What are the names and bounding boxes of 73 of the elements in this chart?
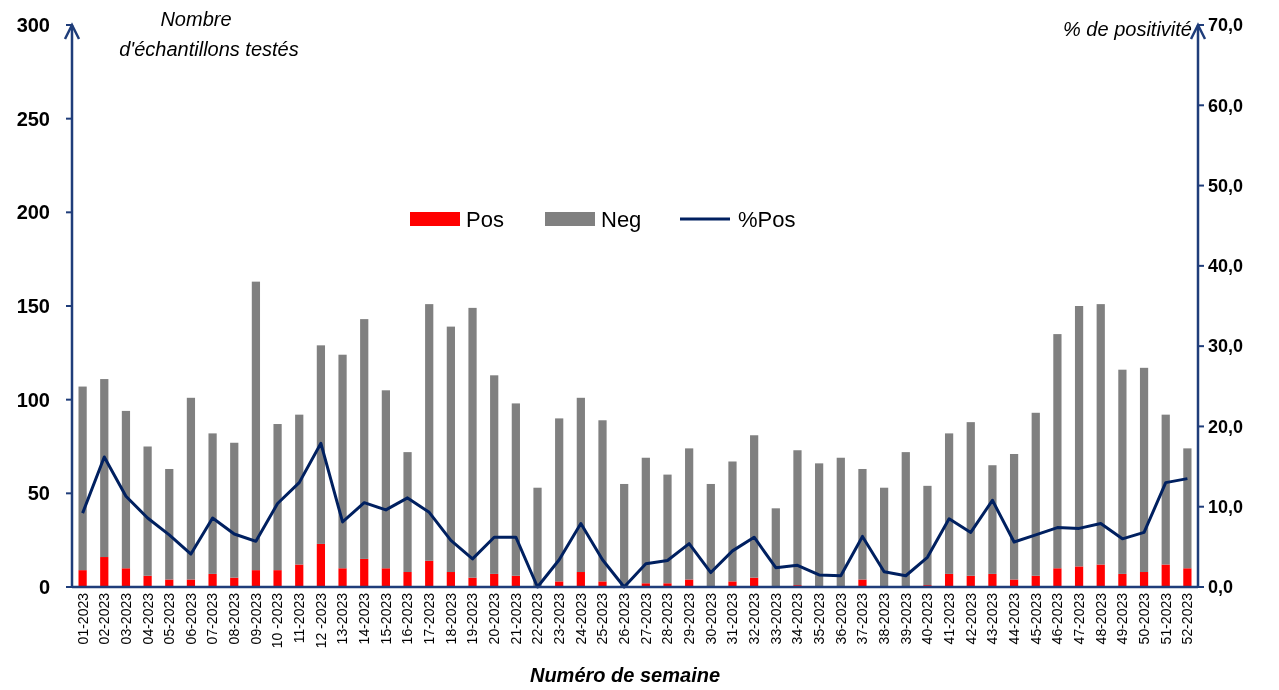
y2-tick-label: 40,0 — [1208, 256, 1244, 277]
y-tick-label: 150 — [16, 295, 50, 317]
y-tick-label: 300 — [16, 14, 50, 36]
x-tick-label: 01-2023 — [74, 592, 91, 645]
x-tick-label: 07-2023 — [204, 592, 221, 645]
x-tick-label: 48-2023 — [1092, 592, 1109, 645]
x-tick-label: 52-2023 — [1179, 592, 1196, 645]
x-tick-label: 25-2023 — [594, 592, 611, 645]
x-tick-label: 15-2023 — [377, 592, 394, 645]
x-tick-label: 24-2023 — [572, 592, 589, 645]
x-tick-label: 19-2023 — [464, 592, 481, 645]
x-axis-title: Numéro de semaine — [529, 664, 721, 686]
y2-tick-label: 60,0 — [1208, 95, 1244, 116]
y2-tick-label: 70,0 — [1208, 15, 1244, 36]
y-tick-label: 0 — [38, 576, 50, 598]
y2-tick-label: 30,0 — [1208, 336, 1244, 357]
x-tick-label: 45-2023 — [1027, 592, 1044, 645]
x-tick-label: 32-2023 — [746, 592, 763, 645]
y2-axis-title: % de positivité — [1063, 18, 1192, 40]
x-tick-label: 39-2023 — [897, 592, 914, 645]
x-tick-label: 03-2023 — [117, 592, 134, 645]
y2-tick-label: 0,0 — [1208, 577, 1234, 598]
x-tick-label: 30-2023 — [702, 592, 719, 645]
y2-tick-label: 20,0 — [1208, 416, 1244, 437]
x-tick-label: 51-2023 — [1157, 592, 1174, 645]
x-tick-label: 20-2023 — [486, 592, 503, 645]
x-tick-label: 44-2023 — [1005, 592, 1022, 645]
x-tick-label: 18-2023 — [442, 592, 459, 645]
x-tick-label: 22-2023 — [529, 592, 546, 645]
x-tick-label: 26-2023 — [616, 592, 633, 645]
legend-label: Neg — [601, 207, 642, 232]
x-tick-label: 50-2023 — [1135, 592, 1152, 645]
x-tick-label: 13-2023 — [334, 592, 351, 645]
x-tick-label: 17-2023 — [421, 592, 438, 645]
y-axis-title: Nombre d'échantillons testés — [119, 8, 299, 60]
x-tick-label: 27-2023 — [637, 592, 654, 645]
y-tick-label: 100 — [16, 388, 50, 411]
x-tick-label: 02-2023 — [96, 592, 113, 645]
x-tick-label: 34-2023 — [789, 592, 806, 645]
x-tick-label: 23-2023 — [551, 592, 568, 645]
x-tick-label: 37-2023 — [854, 592, 871, 645]
x-tick-label: 14-2023 — [356, 592, 373, 645]
y-tick-label: 50 — [27, 482, 50, 505]
x-tick-label: 46-2023 — [1049, 592, 1066, 645]
y-tick-label: 200 — [16, 201, 50, 224]
x-tick-label: 06-2023 — [182, 592, 199, 645]
x-tick-label: 05-2023 — [161, 592, 178, 645]
x-tick-label: 04-2023 — [139, 592, 156, 645]
x-tick-label: 28-2023 — [659, 592, 676, 645]
x-tick-label: 08-2023 — [226, 592, 243, 645]
x-tick-label: 49-2023 — [1114, 592, 1131, 645]
x-tick-label: 40-2023 — [919, 592, 936, 645]
x-tick-label: 33-2023 — [767, 592, 784, 645]
x-tick-label: 35-2023 — [811, 592, 828, 645]
x-tick-label: 16-2023 — [399, 592, 416, 645]
legend-label: Pos — [466, 207, 504, 232]
x-tick-label: 42-2023 — [962, 592, 979, 645]
x-tick-label: 36-2023 — [832, 592, 849, 645]
y2-tick-label: 50,0 — [1208, 175, 1244, 196]
y-tick-label: 250 — [16, 107, 50, 130]
y2-tick-label: 10,0 — [1208, 497, 1244, 518]
x-tick-label: 47-2023 — [1070, 592, 1087, 645]
x-tick-label: 12 -2023 — [312, 592, 329, 649]
x-tick-label: 31-2023 — [724, 592, 741, 645]
x-tick-label: 21-2023 — [507, 592, 524, 645]
x-tick-label: 09-2023 — [247, 592, 264, 645]
x-tick-label: 11-2023 — [291, 592, 308, 644]
x-tick-label: 43-2023 — [984, 592, 1001, 645]
x-tick-label: 38-2023 — [876, 592, 893, 645]
x-tick-label: 29-2023 — [681, 592, 698, 645]
legend-label: %Pos — [738, 207, 796, 232]
x-tick-label: 41-2023 — [941, 592, 957, 645]
x-tick-label: 10 -2023 — [269, 592, 286, 649]
